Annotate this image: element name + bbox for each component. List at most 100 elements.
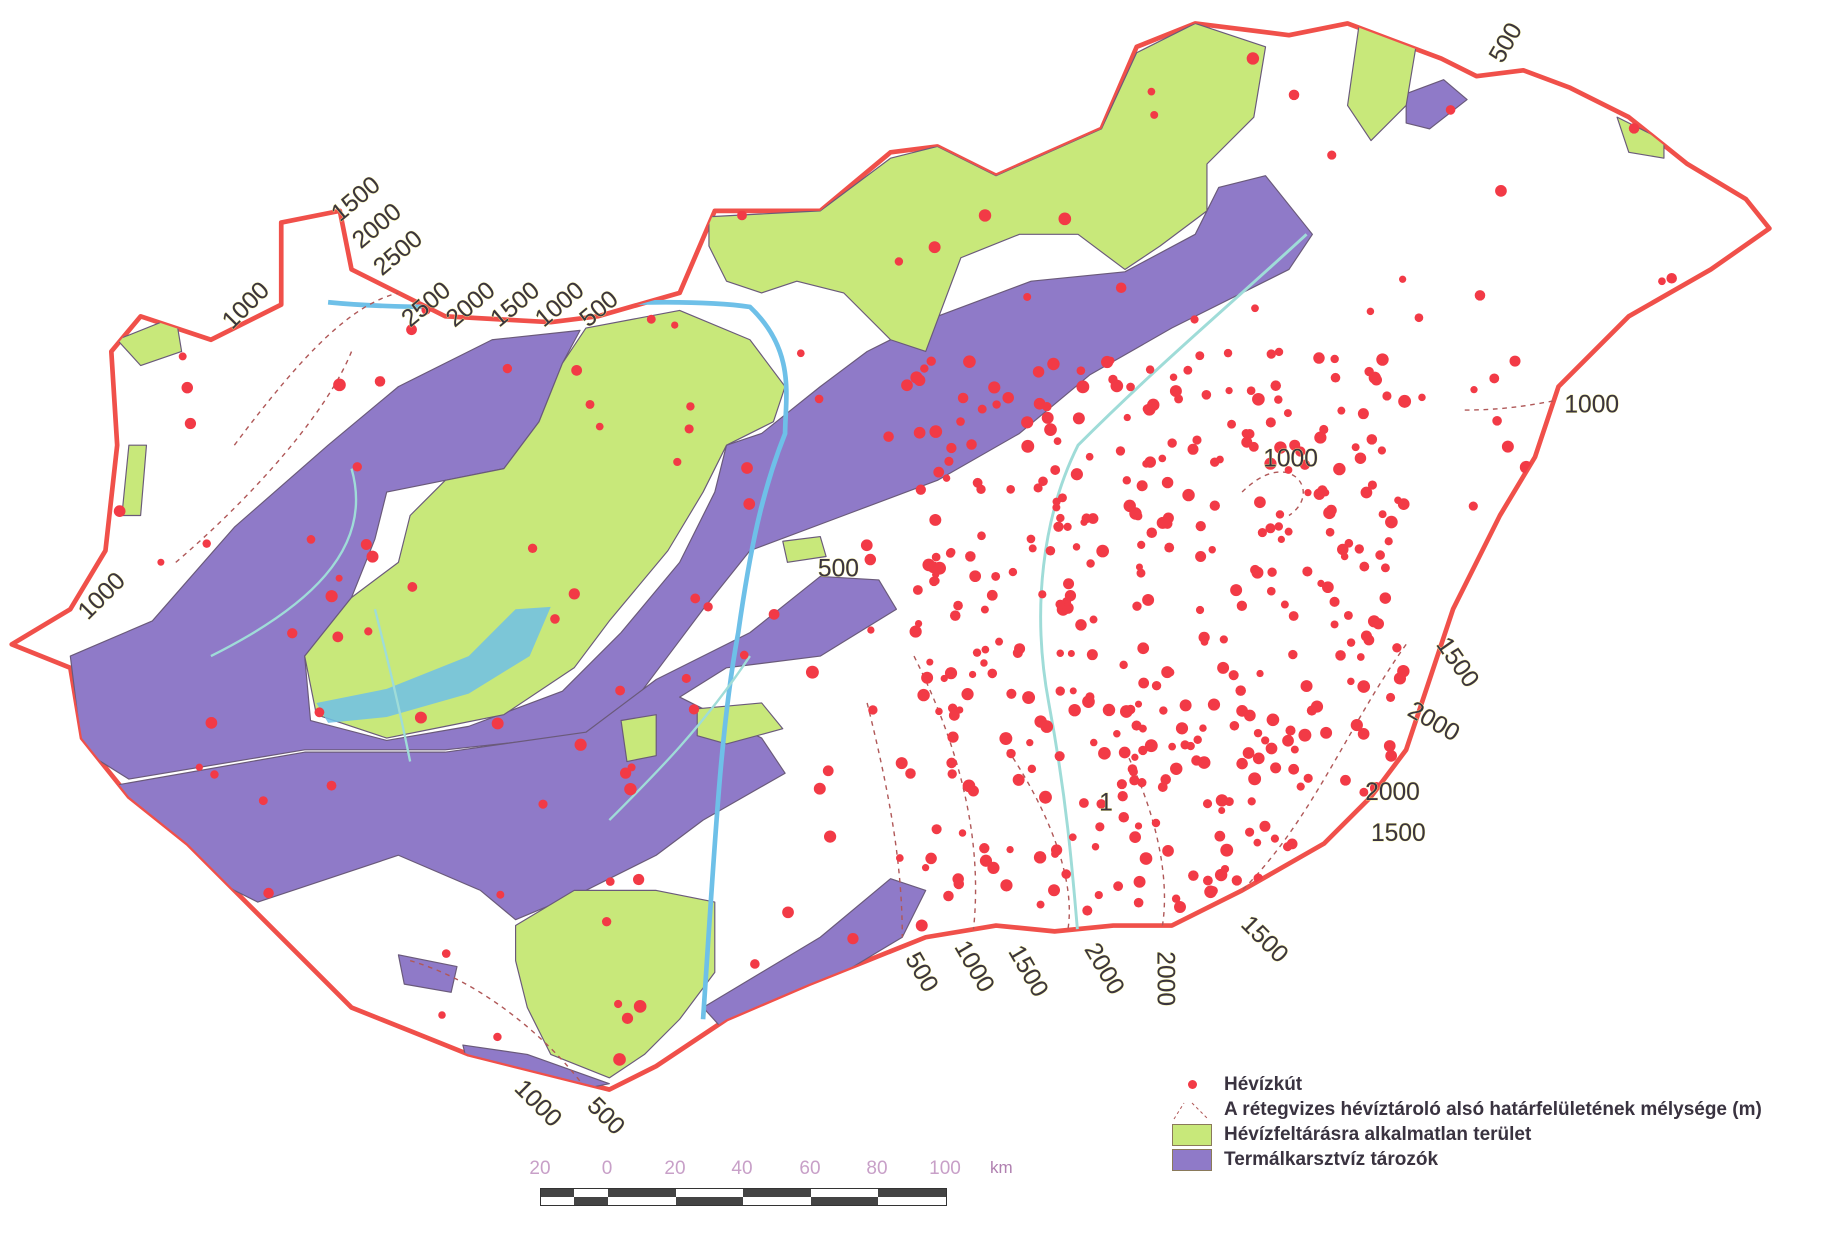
thermal-well-dot — [1042, 401, 1052, 412]
contour-label: 1500 — [1003, 941, 1054, 1002]
thermal-well-dot — [1136, 568, 1146, 578]
thermal-well-dot — [325, 590, 338, 603]
thermal-well-dot — [1302, 566, 1313, 577]
thermal-well-dot — [946, 547, 956, 557]
unsuitable-area — [696, 702, 784, 745]
thermal-well-dot — [287, 628, 298, 639]
thermal-well-dot — [1202, 799, 1213, 809]
thermal-well-dot — [493, 1032, 502, 1042]
thermal-well-dot — [1337, 406, 1346, 415]
thermal-well-dot — [1337, 543, 1349, 556]
legend-label: Hévízfeltárásra alkalmatlan terület — [1224, 1123, 1532, 1145]
thermal-well-dot — [1300, 680, 1313, 693]
dashed-line-icon — [1172, 1099, 1212, 1121]
thermal-well-dot — [1195, 605, 1205, 615]
thermal-well-dot — [205, 716, 218, 729]
thermal-well-dot — [1231, 875, 1242, 886]
thermal-well-dot — [1246, 386, 1256, 396]
thermal-well-dot — [1180, 740, 1190, 750]
thermal-well-dot — [953, 600, 963, 611]
contour-label: 1500 — [1371, 820, 1426, 847]
thermal-well-dot — [942, 474, 951, 482]
thermal-well-dot — [972, 648, 982, 657]
thermal-well-dot — [1041, 411, 1054, 424]
thermal-well-dot — [671, 321, 679, 329]
thermal-well-dot — [1220, 864, 1230, 874]
thermal-well-dot — [1275, 510, 1285, 519]
thermal-well-dot — [1021, 416, 1034, 429]
legend-item-wells: Hévízkút — [1172, 1072, 1762, 1097]
thermal-well-dot — [1209, 457, 1220, 467]
contour-label: 500 — [582, 1092, 630, 1140]
thermal-well-dot — [1034, 715, 1047, 728]
thermal-well-dot — [1098, 746, 1111, 760]
green-swatch-icon — [1172, 1123, 1212, 1146]
thermal-well-dot — [1509, 355, 1521, 367]
thermal-well-dot — [1113, 730, 1121, 738]
thermal-well-dot — [374, 376, 386, 387]
thermal-well-dot — [1028, 544, 1037, 553]
thermal-well-dot — [1023, 293, 1032, 301]
thermal-well-dot — [1366, 434, 1378, 445]
contour-label: 2000 — [1079, 938, 1130, 999]
thermal-well-dot — [1012, 647, 1023, 658]
thermal-well-dot — [1351, 443, 1360, 452]
thermal-well-dot — [935, 707, 943, 716]
thermal-well-dot — [1414, 313, 1424, 323]
thermal-well-dot — [1468, 501, 1478, 511]
thermal-well-dot — [1298, 728, 1312, 742]
thermal-well-dot — [1628, 123, 1640, 134]
thermal-well-dot — [1169, 373, 1178, 381]
thermal-well-dot — [1134, 822, 1143, 830]
thermal-well-dot — [414, 711, 427, 724]
thermal-well-dot — [1327, 150, 1337, 160]
thermal-well-dot — [1048, 884, 1061, 897]
scale-tick: 60 — [799, 1158, 821, 1179]
thermal-well-dot — [1115, 446, 1126, 456]
thermal-well-dot — [986, 589, 998, 601]
thermal-well-dot — [1072, 412, 1085, 425]
thermal-well-dot — [1223, 348, 1233, 358]
thermal-well-dot — [901, 379, 913, 392]
thermal-well-dot — [1061, 869, 1072, 879]
thermal-well-dot — [1356, 653, 1365, 661]
thermal-well-dot — [1220, 843, 1234, 857]
thermal-well-dot — [1357, 680, 1371, 693]
thermal-well-dot — [895, 854, 904, 862]
thermal-well-dot — [895, 757, 908, 770]
thermal-well-dot — [568, 588, 580, 600]
thermal-well-dot — [1054, 751, 1065, 762]
thermal-well-dot — [681, 673, 691, 684]
thermal-well-dot — [1658, 277, 1666, 286]
thermal-well-dot — [768, 608, 780, 620]
thermal-well-dot — [1076, 366, 1086, 376]
scale-unit: km — [990, 1158, 1013, 1177]
thermal-well-dot — [1245, 827, 1255, 837]
thermal-well-dot — [1050, 465, 1061, 475]
thermal-well-dot — [1090, 738, 1098, 747]
legend-label: Hévízkút — [1224, 1073, 1303, 1095]
thermal-well-dot — [263, 887, 274, 899]
thermal-well-dot — [1039, 790, 1052, 804]
thermal-well-dot — [864, 553, 877, 566]
scale-tick: 20 — [664, 1158, 686, 1179]
thermal-well-dot — [977, 531, 986, 541]
karst-reservoir-area — [397, 954, 458, 993]
thermal-well-dot — [621, 1012, 634, 1024]
thermal-well-dot — [352, 462, 362, 472]
thermal-well-dot — [1067, 649, 1075, 658]
thermal-well-dot — [1113, 881, 1124, 892]
thermal-well-dot — [917, 688, 930, 702]
thermal-well-dot — [1370, 374, 1383, 386]
thermal-well-dot — [1169, 385, 1182, 398]
thermal-well-dot — [1489, 373, 1500, 384]
thermal-well-dot — [1126, 382, 1135, 392]
unsuitable-area — [304, 309, 786, 739]
thermal-well-dot — [1343, 610, 1353, 620]
thermal-well-dot — [1248, 441, 1259, 452]
legend-item-unsuitable: Hévízfeltárásra alkalmatlan terület — [1172, 1122, 1762, 1147]
thermal-well-dot — [1295, 446, 1306, 457]
thermal-well-dot — [1207, 698, 1221, 711]
thermal-well-dot — [979, 843, 990, 854]
thermal-well-dot — [1118, 812, 1130, 823]
